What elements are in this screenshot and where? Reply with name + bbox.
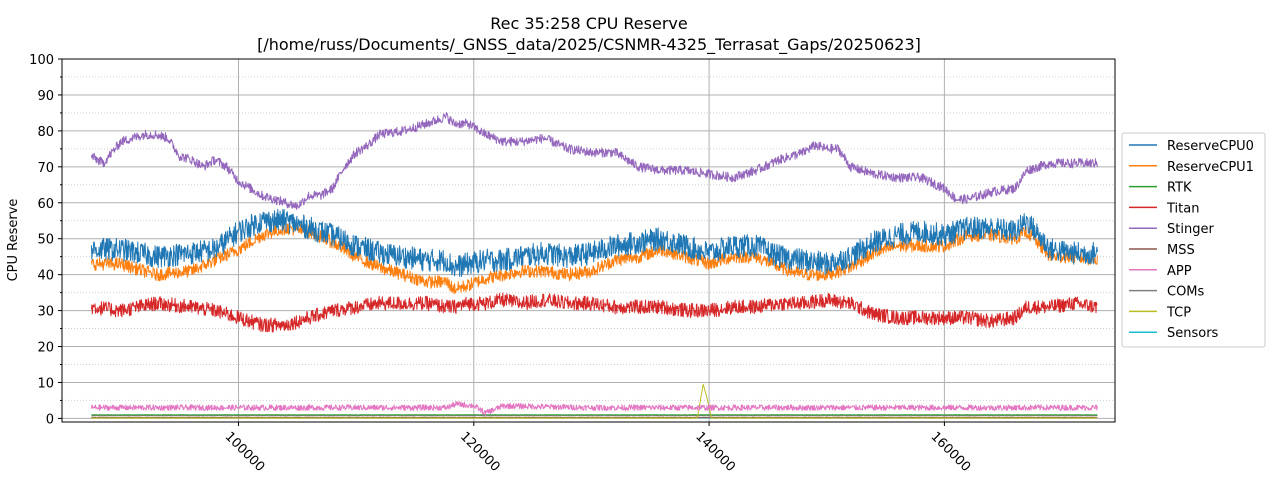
y-tick-label: 20 <box>37 341 54 356</box>
legend-label-stinger: Stinger <box>1167 222 1214 237</box>
legend-label-titan: Titan <box>1166 201 1199 216</box>
y-axis: 0 10 20 30 40 50 60 70 80 90 100 <box>29 53 62 427</box>
x-axis: 100000 120000 140000 160000 <box>222 422 974 475</box>
legend-label-rtk: RTK <box>1167 181 1192 196</box>
legend-frame <box>1121 132 1266 348</box>
x-tick-label: 160000 <box>928 429 974 475</box>
series-line-titan <box>90 292 1098 333</box>
y-tick-label: 80 <box>37 125 54 140</box>
legend-label-reservecpu0: ReserveCPU0 <box>1167 139 1254 154</box>
legend-label-app: APP <box>1167 264 1192 279</box>
plot-frame <box>61 58 1116 423</box>
legend-label-sensors: Sensors <box>1167 326 1219 341</box>
y-tick-label: 60 <box>37 197 54 212</box>
legend-label-coms: COMs <box>1167 285 1205 300</box>
y-tick-label: 100 <box>29 53 54 68</box>
y-tick-label: 0 <box>46 412 54 427</box>
series-lines <box>90 111 1098 419</box>
chart-title: Rec 35:258 CPU Reserve <box>490 14 687 33</box>
legend-label-mss: MSS <box>1167 243 1195 258</box>
y-axis-label: CPU Reserve <box>6 199 21 282</box>
series-line-app <box>90 400 1098 416</box>
y-tick-label: 70 <box>37 161 54 176</box>
legend-label-reservecpu1: ReserveCPU1 <box>1167 160 1254 175</box>
series-line-reservecpu1 <box>90 221 1098 295</box>
x-tick-label: 100000 <box>222 429 268 475</box>
x-tick-label: 140000 <box>692 429 738 475</box>
legend-label-tcp: TCP <box>1166 305 1191 320</box>
legend: ReserveCPU0 ReserveCPU1 RTK Titan Stinger MSS… <box>1121 132 1266 348</box>
y-tick-label: 30 <box>37 305 54 320</box>
x-tick-label: 120000 <box>457 429 503 475</box>
y-tick-label: 50 <box>37 233 54 248</box>
y-tick-label: 10 <box>37 376 54 391</box>
series-line-stinger <box>90 111 1098 210</box>
series-line-reservecpu0 <box>90 208 1098 277</box>
series-line-tcp <box>91 383 1098 419</box>
chart-subtitle: [/home/russ/Documents/_GNSS_data/2025/CS… <box>257 35 921 55</box>
y-tick-label: 90 <box>37 89 54 104</box>
y-tick-label: 40 <box>37 269 54 284</box>
